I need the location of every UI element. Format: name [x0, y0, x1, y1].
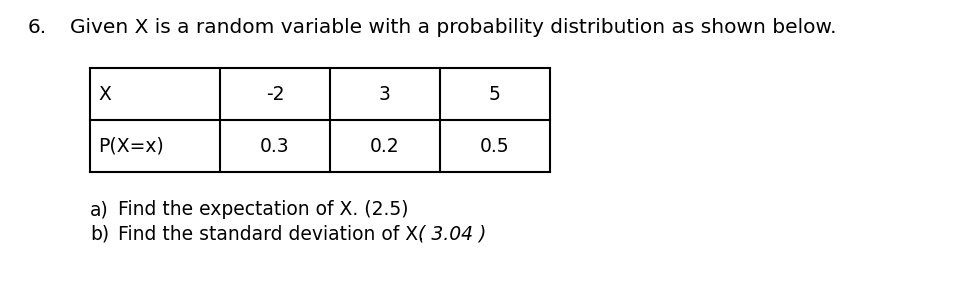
Text: Find the standard deviation of X.: Find the standard deviation of X.	[118, 225, 424, 244]
Text: Given X is a random variable with a probability distribution as shown below.: Given X is a random variable with a prob…	[70, 18, 836, 37]
Text: a): a)	[90, 200, 108, 219]
Text: ( 3.04 ): ( 3.04 )	[418, 225, 486, 244]
Text: -2: -2	[265, 84, 284, 104]
Text: 0.3: 0.3	[261, 136, 290, 155]
Text: X: X	[98, 84, 111, 104]
Text: 6.: 6.	[28, 18, 47, 37]
Text: 0.5: 0.5	[480, 136, 509, 155]
Text: 0.2: 0.2	[370, 136, 400, 155]
Text: Find the expectation of X. (2.5): Find the expectation of X. (2.5)	[118, 200, 409, 219]
Text: P(X=x): P(X=x)	[98, 136, 164, 155]
Text: b): b)	[90, 225, 109, 244]
Text: 5: 5	[489, 84, 501, 104]
Text: 3: 3	[379, 84, 391, 104]
